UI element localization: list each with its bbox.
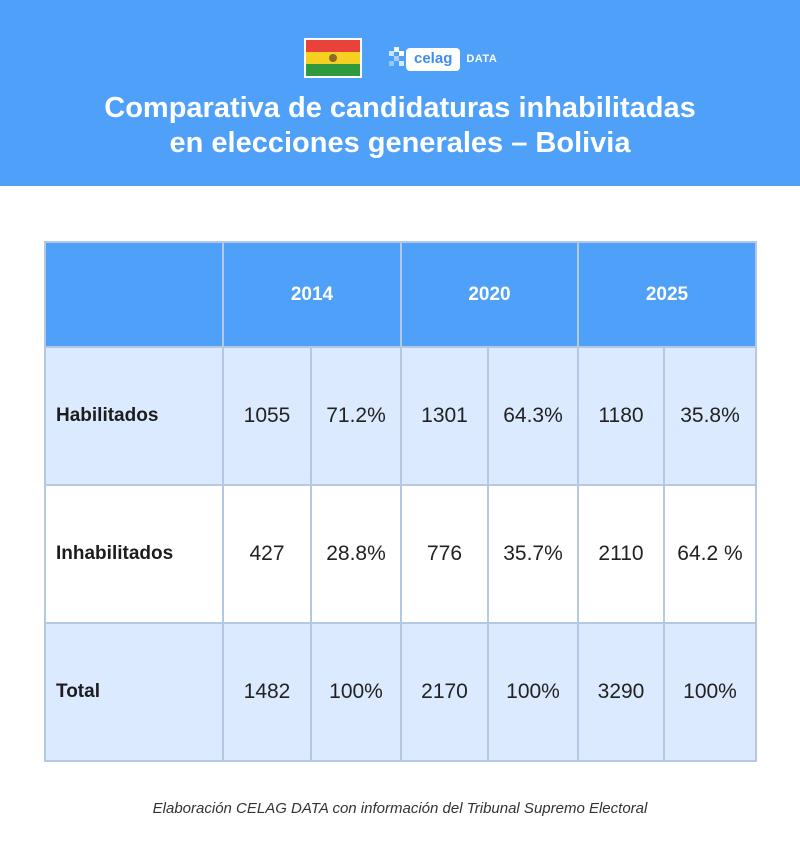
cell-2025-percent: 100% [663, 622, 757, 762]
cell-2025-count: 3290 [577, 622, 665, 762]
cell-2020-percent: 100% [487, 622, 579, 762]
celag-data-logo: celag DATA [389, 46, 497, 72]
cell-2020-count: 2170 [400, 622, 489, 762]
row-label: Habilitados [44, 346, 224, 486]
cell-2014-count: 427 [222, 484, 312, 624]
row-label: Inhabilitados [44, 484, 224, 624]
cell-2014-percent: 28.8% [310, 484, 402, 624]
cell-2025-percent: 35.8% [663, 346, 757, 486]
header-empty-cell [44, 241, 224, 348]
cell-2025-count: 1180 [577, 346, 665, 486]
cell-2014-count: 1482 [222, 622, 312, 762]
cell-2014-percent: 71.2% [310, 346, 402, 486]
cell-2025-percent: 64.2 % [663, 484, 757, 624]
cell-2025-count: 2110 [577, 484, 665, 624]
title-line-1: Comparativa de candidaturas inhabilitada… [104, 92, 696, 124]
logo-suffix: DATA [466, 53, 498, 65]
table-header-row: 2014 2020 2025 [44, 241, 757, 348]
bolivia-flag-icon [304, 38, 362, 78]
cell-2020-percent: 35.7% [487, 484, 579, 624]
cell-2020-percent: 64.3% [487, 346, 579, 486]
cell-2014-count: 1055 [222, 346, 312, 486]
comparison-table: 2014 2020 2025 Habilitados 1055 71.2% 13… [44, 241, 757, 762]
source-note: Elaboración CELAG DATA con información d… [152, 800, 648, 817]
table-row-inhabilitados: Inhabilitados 427 28.8% 776 35.7% 2110 6… [44, 484, 757, 624]
cell-2014-percent: 100% [310, 622, 402, 762]
logo-name: celag [406, 47, 461, 71]
header-banner: celag DATA Comparativa de candidaturas i… [0, 0, 800, 186]
row-label: Total [44, 622, 224, 762]
column-header-2014: 2014 [222, 241, 402, 348]
title-line-2: en elecciones generales – Bolivia [169, 127, 631, 159]
cell-2020-count: 1301 [400, 346, 489, 486]
cell-2020-count: 776 [400, 484, 489, 624]
page-title: Comparativa de candidaturas inhabilitada… [0, 91, 800, 161]
table-row-total: Total 1482 100% 2170 100% 3290 100% [44, 622, 757, 762]
table-row-habilitados: Habilitados 1055 71.2% 1301 64.3% 1180 3… [44, 346, 757, 486]
pixel-logo-icon [389, 47, 405, 71]
column-header-2020: 2020 [400, 241, 579, 348]
column-header-2025: 2025 [577, 241, 757, 348]
